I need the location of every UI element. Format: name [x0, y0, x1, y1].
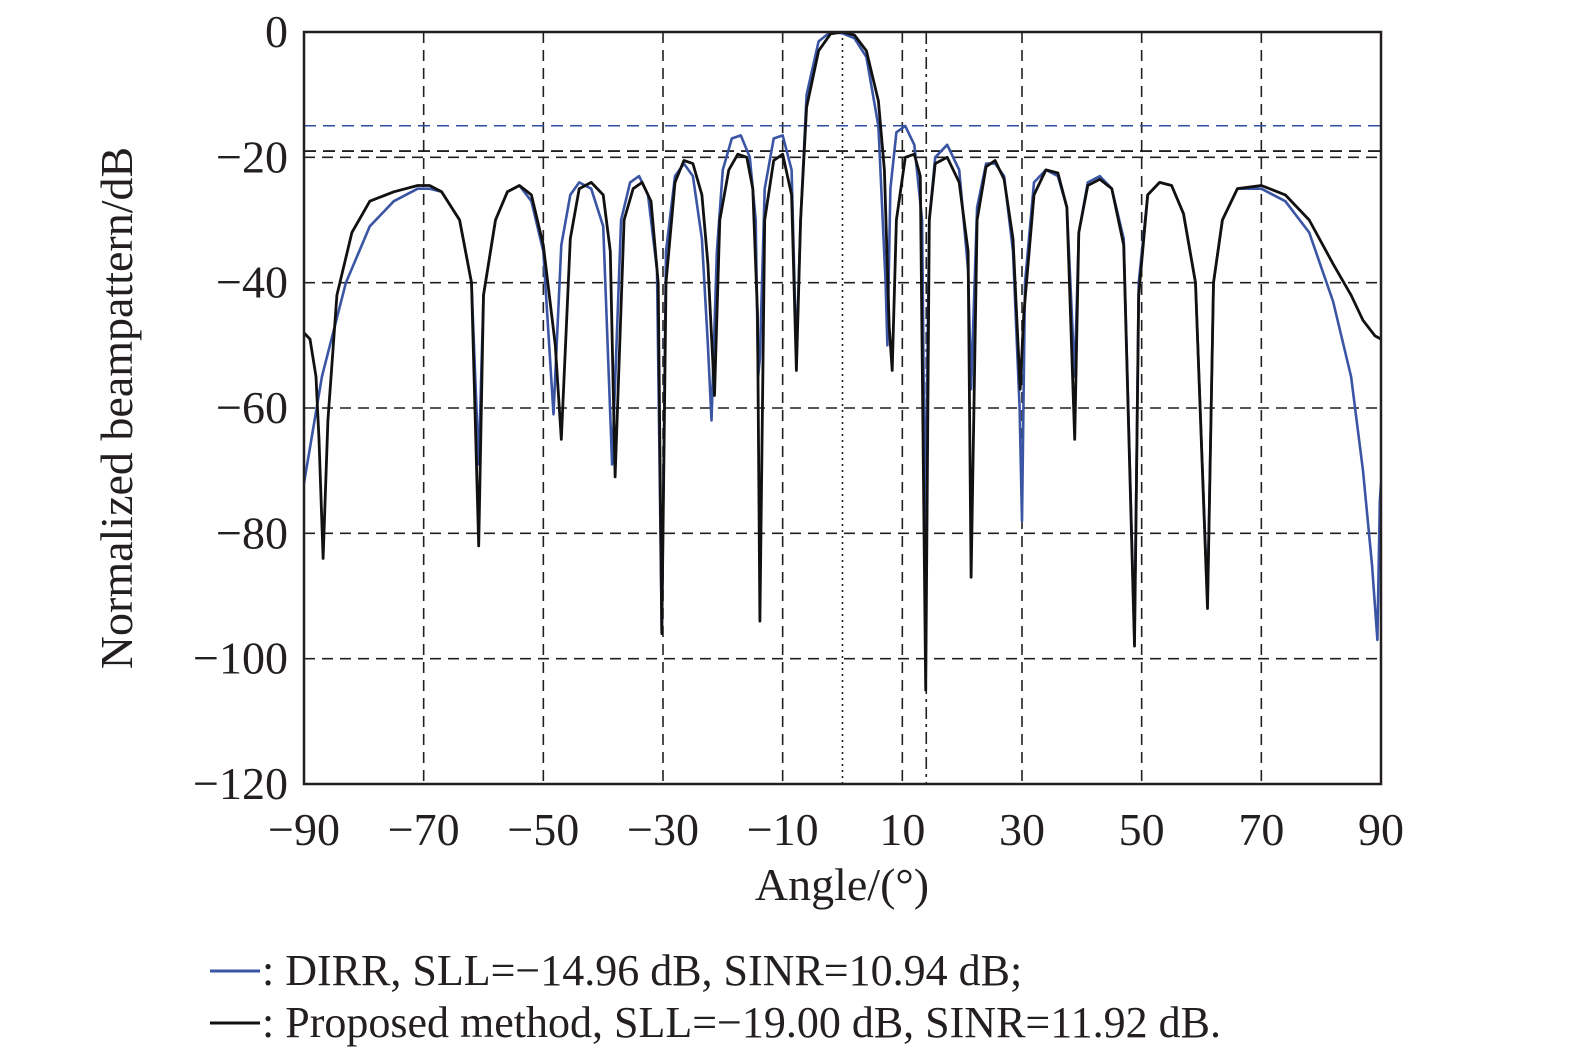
- x-tick-label: 50: [1119, 804, 1165, 855]
- y-tick-labels: 0 −20 −40 −60 −80 −100 −120: [193, 6, 288, 809]
- grid-lines: [304, 32, 1381, 784]
- x-tick-label: −50: [507, 804, 579, 855]
- y-tick-label: −20: [216, 131, 288, 182]
- y-tick-label: 0: [265, 6, 288, 57]
- legend: : DIRR, SLL=−14.96 dB, SINR=10.94 dB; : …: [210, 946, 1221, 1047]
- legend-label-proposed: : Proposed method, SLL=−19.00 dB, SINR=1…: [262, 998, 1221, 1047]
- x-tick-labels: −90 −70 −50 −30 −10 10 30 50 70 90: [268, 804, 1404, 855]
- x-tick-label: −10: [747, 804, 819, 855]
- y-tick-label: −100: [193, 633, 288, 684]
- y-axis-title: Normalized beampattern/dB: [91, 147, 142, 669]
- x-axis-title: Angle/(°): [755, 859, 929, 910]
- x-tick-label: 30: [999, 804, 1045, 855]
- plot-frame: [302, 30, 1383, 786]
- x-tick-label: −30: [627, 804, 699, 855]
- x-tick-label: −90: [268, 804, 340, 855]
- y-tick-label: −120: [193, 758, 288, 809]
- y-tick-label: −40: [216, 257, 288, 308]
- x-tick-label: 10: [879, 804, 925, 855]
- x-tick-label: 70: [1238, 804, 1284, 855]
- legend-label-dirr: : DIRR, SLL=−14.96 dB, SINR=10.94 dB;: [262, 946, 1022, 995]
- y-tick-label: −80: [216, 507, 288, 558]
- x-tick-label: 90: [1358, 804, 1404, 855]
- reference-lines: [304, 32, 1381, 784]
- x-tick-label: −70: [388, 804, 460, 855]
- series-line-proposed-method: [304, 32, 1381, 692]
- series-lines: [304, 32, 1381, 692]
- y-tick-label: −60: [216, 382, 288, 433]
